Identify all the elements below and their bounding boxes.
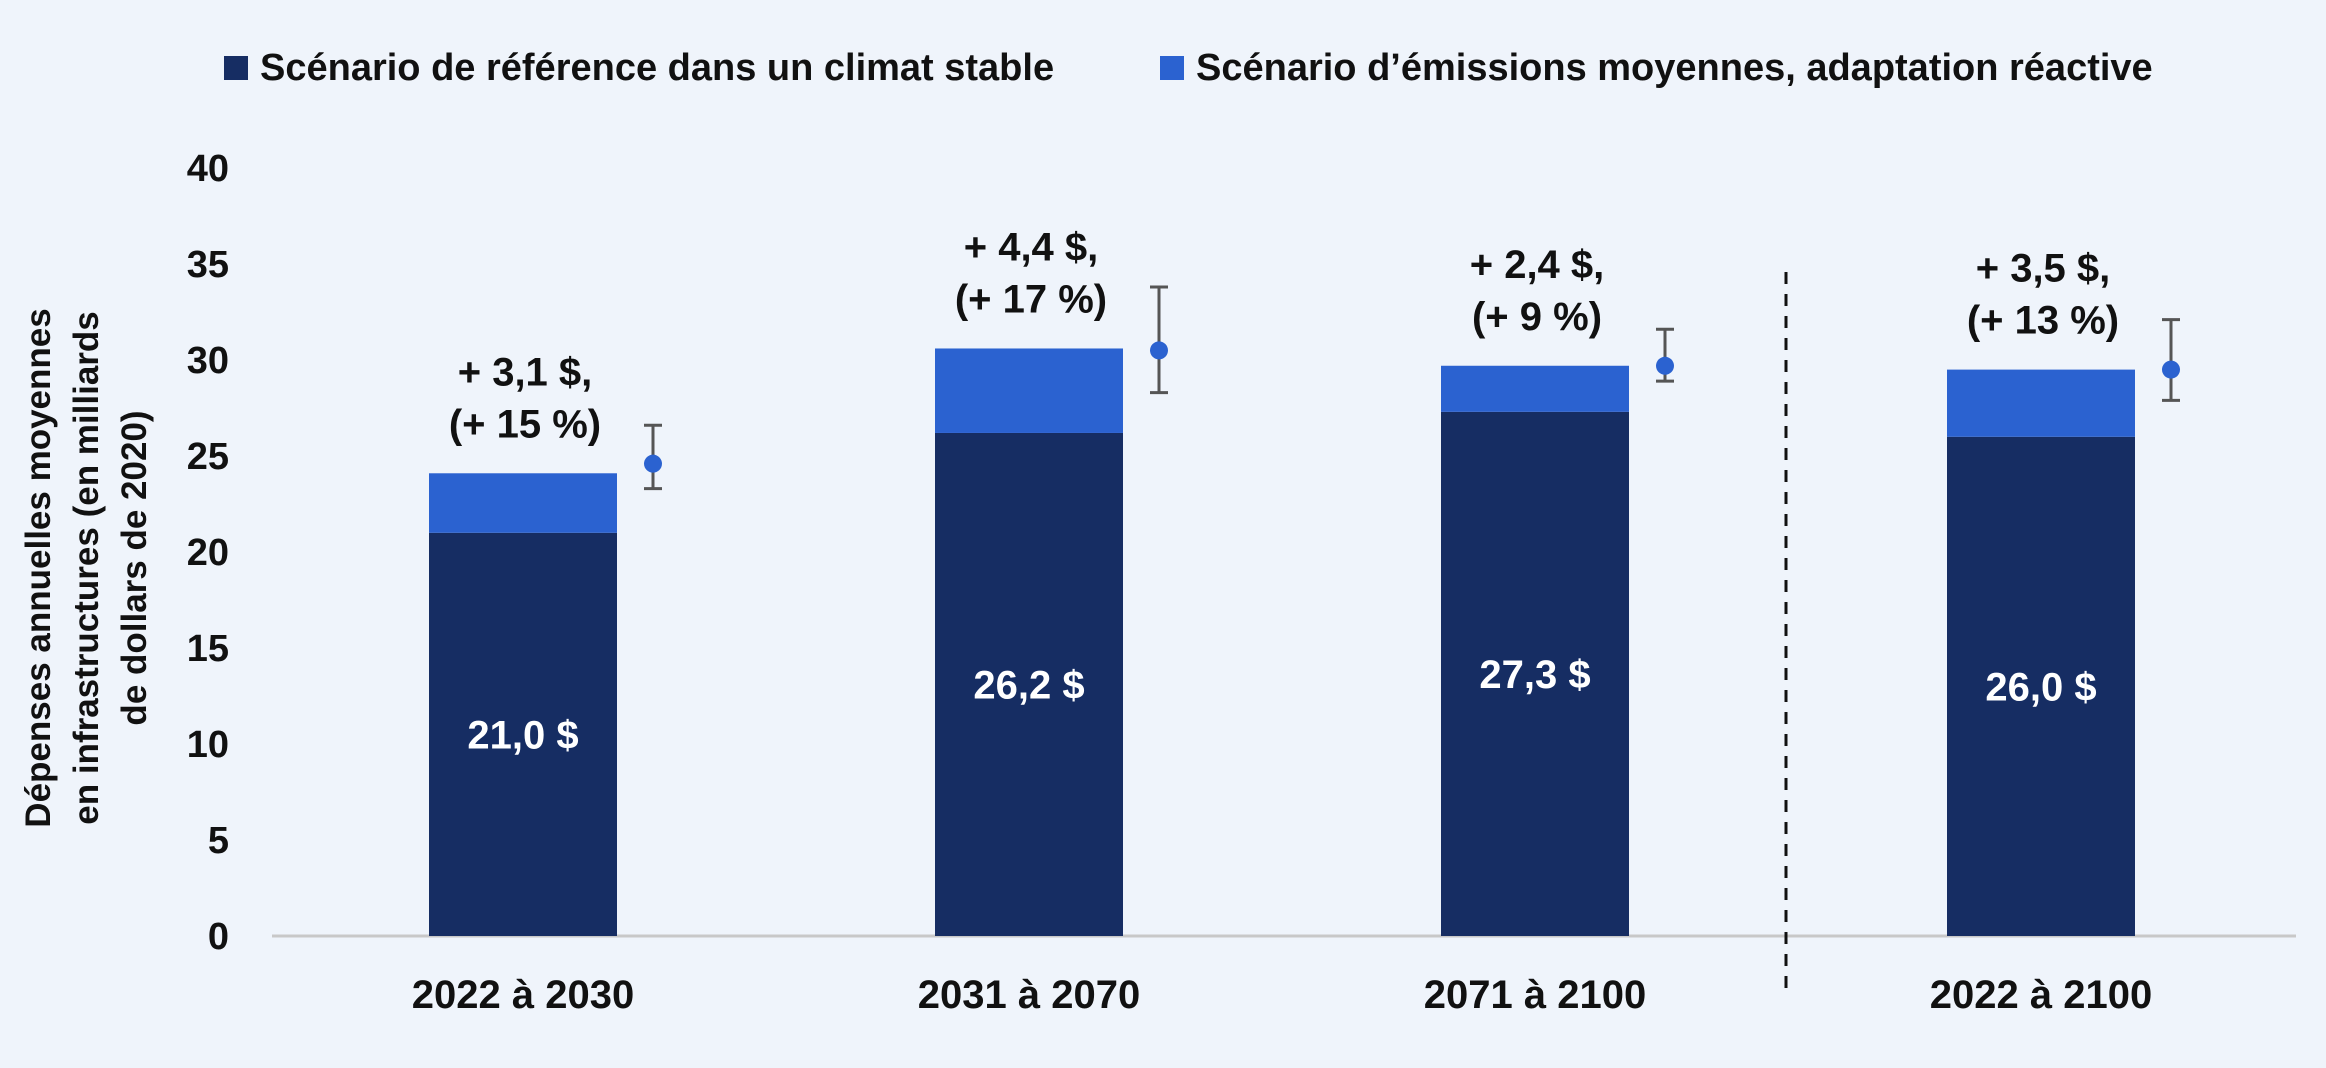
y-tick-label: 35 bbox=[187, 244, 229, 286]
bar-baseline-1 bbox=[429, 532, 617, 936]
error-bar-point-2 bbox=[1150, 341, 1168, 360]
increase-label-1-line-1: + 3,1 $, bbox=[458, 350, 593, 394]
bar-increase-2 bbox=[935, 348, 1123, 433]
y-tick-label: 40 bbox=[187, 148, 229, 190]
y-axis-title: Dépenses annuelles moyennes en infrastruc… bbox=[19, 308, 154, 827]
y-tick-label: 20 bbox=[187, 532, 229, 574]
legend: Scénario de référence dans un climat sta… bbox=[224, 47, 2153, 89]
error-bar-point-1 bbox=[644, 454, 662, 473]
y-tick-label: 30 bbox=[187, 340, 229, 382]
x-tick-label-3: 2071 à 2100 bbox=[1424, 973, 1646, 1017]
bar-increase-1 bbox=[429, 473, 617, 533]
y-tick-label: 25 bbox=[187, 436, 229, 478]
error-bars bbox=[644, 285, 2180, 491]
y-axis-title-line-2: en infrastructures (en milliards bbox=[67, 311, 106, 824]
legend-label-1: Scénario de référence dans un climat sta… bbox=[260, 47, 1054, 89]
error-bar-point-4 bbox=[2162, 360, 2180, 379]
y-axis-title-line-3: de dollars de 2020) bbox=[115, 410, 154, 725]
x-axis-ticks: 2022 à 2030 2031 à 2070 2071 à 2100 2022 à … bbox=[412, 973, 2152, 1017]
increase-label-3-line-2: (+ 9 %) bbox=[1472, 295, 1602, 339]
bar-value-label-2: 26,2 $ bbox=[973, 663, 1084, 707]
increase-label-2-line-2: (+ 17 %) bbox=[955, 277, 1107, 321]
legend-swatch-1 bbox=[224, 56, 248, 80]
legend-label-2: Scénario d’émissions moyennes, adaptatio… bbox=[1196, 47, 2153, 89]
bar-baseline-3 bbox=[1441, 411, 1629, 937]
increase-label-3-line-1: + 2,4 $, bbox=[1470, 243, 1605, 287]
increase-label-4-line-2: (+ 13 %) bbox=[1967, 299, 2119, 343]
y-axis-title-line-1: Dépenses annuelles moyennes bbox=[19, 308, 58, 827]
x-tick-label-2: 2031 à 2070 bbox=[918, 973, 1140, 1017]
bar-baseline-4 bbox=[1947, 436, 2135, 936]
y-axis-ticks: 0 5 10 15 20 25 30 35 40 bbox=[187, 148, 229, 958]
x-tick-label-4: 2022 à 2100 bbox=[1930, 973, 2152, 1017]
bars bbox=[429, 348, 2135, 937]
y-tick-label: 5 bbox=[208, 820, 229, 862]
bar-baseline-2 bbox=[935, 432, 1123, 936]
x-tick-label-1: 2022 à 2030 bbox=[412, 973, 634, 1017]
legend-swatch-2 bbox=[1160, 56, 1184, 80]
increase-label-4-line-1: + 3,5 $, bbox=[1976, 247, 2111, 291]
error-bar-point-3 bbox=[1656, 356, 1674, 375]
bar-value-label-3: 27,3 $ bbox=[1479, 653, 1590, 697]
bar-value-label-1: 21,0 $ bbox=[467, 713, 578, 757]
y-tick-label: 0 bbox=[208, 916, 229, 958]
bar-increase-3 bbox=[1441, 365, 1629, 412]
y-tick-label: 10 bbox=[187, 724, 229, 766]
annotations: 21,0 $ + 3,1 $, (+ 15 %) 26,2 $ + 4,4 $, (+ 1… bbox=[449, 225, 2119, 757]
increase-label-2-line-1: + 4,4 $, bbox=[964, 225, 1099, 269]
bar-increase-4 bbox=[1947, 369, 2135, 437]
increase-label-1-line-2: (+ 15 %) bbox=[449, 402, 601, 446]
bar-value-label-4: 26,0 $ bbox=[1985, 665, 2096, 709]
y-tick-label: 15 bbox=[187, 628, 229, 670]
